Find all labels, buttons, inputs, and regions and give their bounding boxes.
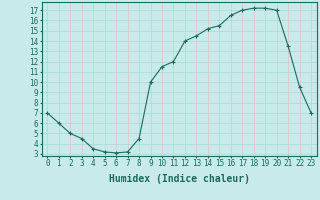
X-axis label: Humidex (Indice chaleur): Humidex (Indice chaleur) <box>109 174 250 184</box>
